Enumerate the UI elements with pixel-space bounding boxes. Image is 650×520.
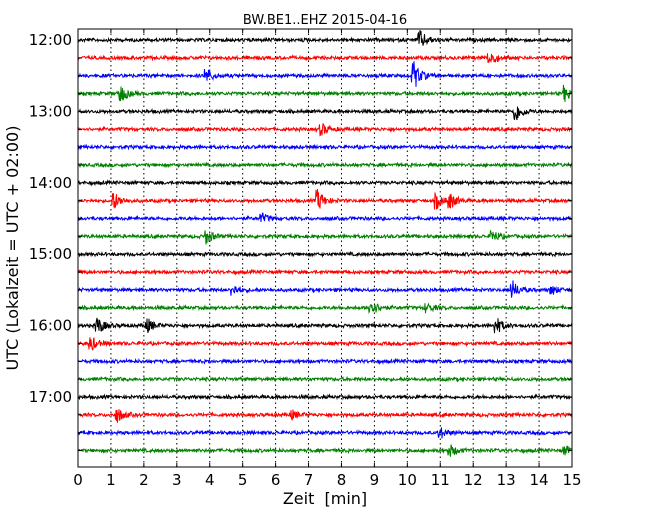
trace-line	[77, 61, 573, 87]
trace-line	[77, 280, 573, 298]
x-tick-label: 9	[370, 471, 380, 489]
trace-line	[77, 106, 573, 121]
trace-line	[77, 317, 573, 334]
y-tick-label: 12:00	[29, 31, 72, 49]
plot-frame	[77, 28, 573, 468]
x-tick-label: 6	[271, 471, 281, 489]
seismic-traces	[77, 30, 573, 457]
trace-line	[77, 179, 573, 187]
trace-line	[77, 250, 573, 258]
trace-line	[77, 123, 573, 137]
y-tick-label: 15:00	[29, 245, 72, 263]
y-tick-label: 14:00	[29, 174, 72, 192]
x-tick-label: 15	[562, 471, 581, 489]
trace-line	[77, 375, 573, 383]
trace-line	[77, 161, 573, 169]
y-tick-label: 13:00	[29, 102, 72, 120]
trace-line	[77, 427, 573, 439]
trace-line	[77, 84, 573, 102]
y-axis-ticks: 12:00 13:00 14:00 15:00 16:00 17:00	[29, 31, 572, 452]
x-tick-label: 1	[106, 471, 116, 489]
x-tick-label: 0	[73, 471, 83, 489]
trace-line	[77, 444, 573, 457]
trace-line	[77, 268, 573, 276]
y-tick-label: 16:00	[29, 317, 72, 335]
x-tick-label: 7	[304, 471, 314, 489]
x-tick-label: 12	[464, 471, 483, 489]
x-tick-label: 5	[238, 471, 248, 489]
x-tick-label: 2	[139, 471, 149, 489]
x-axis-label: Zeit [min]	[283, 489, 367, 508]
x-tick-label: 4	[205, 471, 215, 489]
x-tick-label: 10	[398, 471, 417, 489]
trace-line	[77, 357, 573, 366]
x-tick-label: 14	[530, 471, 549, 489]
trace-line	[77, 302, 573, 315]
trace-line	[77, 143, 573, 151]
trace-line	[77, 337, 573, 351]
chart-title: BW.BE1..EHZ 2015-04-16	[243, 13, 407, 28]
trace-line	[77, 393, 573, 401]
grid-lines	[110, 29, 540, 467]
y-tick-label: 17:00	[29, 388, 72, 406]
trace-line	[77, 188, 573, 210]
x-tick-label: 11	[431, 471, 450, 489]
trace-line	[77, 30, 573, 46]
x-axis-ticks: 0 1 2 3 4 5 6 7 8 9 10 11 12 13 14 15	[73, 29, 582, 489]
trace-line	[77, 230, 573, 245]
y-axis-label: UTC (Lokalzeit = UTC + 02:00)	[3, 126, 22, 371]
trace-line	[77, 409, 573, 423]
x-tick-label: 8	[337, 471, 347, 489]
trace-line	[77, 53, 573, 63]
x-tick-label: 13	[497, 471, 516, 489]
x-tick-label: 3	[172, 471, 182, 489]
trace-line	[77, 212, 573, 223]
